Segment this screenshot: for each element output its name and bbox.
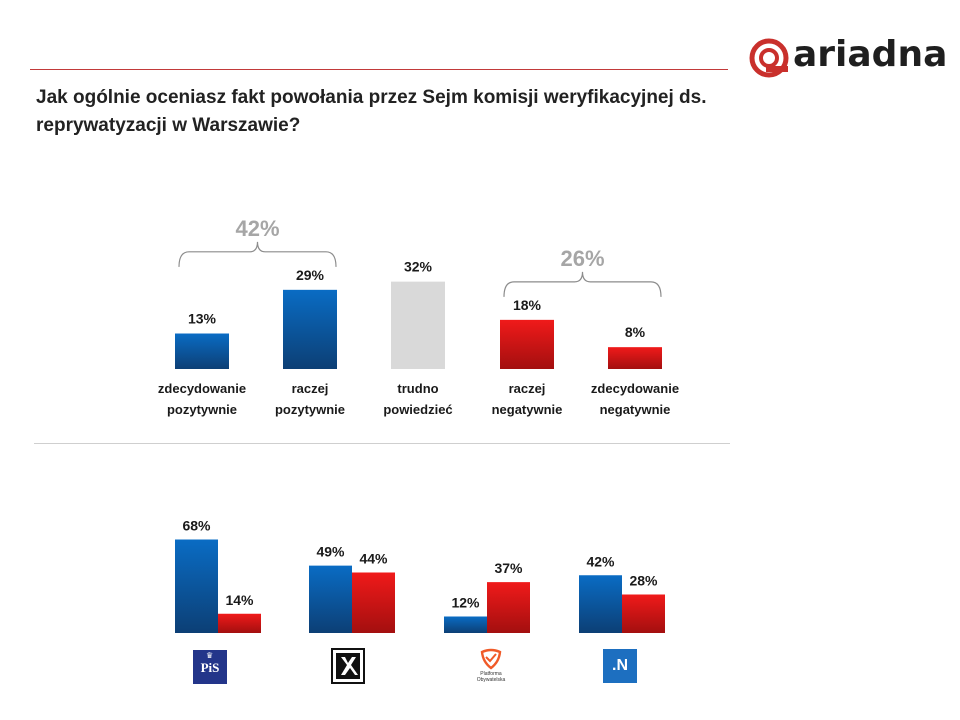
nowoczesna-logo: .N bbox=[603, 649, 637, 683]
bar bbox=[608, 347, 662, 369]
ariadna-logo-icon bbox=[749, 38, 789, 78]
bar bbox=[175, 333, 229, 369]
header-rule bbox=[30, 69, 728, 70]
bar-value-label: 29% bbox=[296, 267, 325, 283]
category-label: pozytywnie bbox=[275, 402, 345, 417]
po-shield-icon bbox=[480, 648, 502, 670]
category-label: zdecydowanie bbox=[158, 381, 246, 396]
bar bbox=[622, 594, 665, 633]
category-label: negatywnie bbox=[492, 402, 563, 417]
pis-logo-text: PiS bbox=[200, 660, 220, 675]
bar-value-label: 32% bbox=[404, 259, 433, 275]
category-label: zdecydowanie bbox=[591, 381, 679, 396]
category-label: trudno bbox=[397, 381, 438, 396]
category-label: powiedzieć bbox=[383, 402, 452, 417]
po-logo-text: Platforma Obywatelska bbox=[476, 671, 506, 683]
category-label: raczej bbox=[509, 381, 546, 396]
bar-value-label: 37% bbox=[494, 560, 523, 576]
bar-value-label: 44% bbox=[359, 551, 388, 567]
bar-value-label: 13% bbox=[188, 311, 217, 327]
bar-value-label: 12% bbox=[451, 595, 480, 611]
bar bbox=[500, 319, 554, 369]
bar-value-label: 8% bbox=[625, 324, 646, 340]
group-total-label: 26% bbox=[560, 246, 604, 271]
kukiz-logo bbox=[331, 648, 365, 684]
bar bbox=[579, 575, 622, 633]
bar bbox=[444, 616, 487, 633]
bar bbox=[175, 539, 218, 633]
bar bbox=[283, 289, 337, 369]
category-label: negatywnie bbox=[600, 402, 671, 417]
po-logo: Platforma Obywatelska bbox=[471, 648, 511, 688]
bar-value-label: 28% bbox=[629, 573, 658, 589]
bar bbox=[309, 565, 352, 633]
category-label: raczej bbox=[292, 381, 329, 396]
bar bbox=[218, 613, 261, 633]
page-title: Jak ogólnie oceniasz fakt powołania prze… bbox=[36, 87, 707, 136]
pis-logo: PiS ♛ bbox=[193, 650, 227, 684]
bar bbox=[391, 281, 445, 369]
brand-name: ariadna bbox=[793, 34, 948, 75]
bar bbox=[487, 582, 530, 633]
nowoczesna-logo-text: .N bbox=[612, 657, 628, 674]
group-total-label: 42% bbox=[235, 216, 279, 241]
bar-value-label: 42% bbox=[586, 553, 615, 569]
bar-value-label: 14% bbox=[225, 592, 254, 608]
kukiz-cross-icon bbox=[336, 653, 360, 679]
overall-opinion-chart: 13% zdecydowanie pozytywnie 29% raczej pozyty… bbox=[158, 216, 679, 417]
ariadna-logo: ariadna bbox=[748, 34, 948, 80]
bar bbox=[352, 572, 395, 633]
category-label: pozytywnie bbox=[167, 402, 237, 417]
party-breakdown-chart: 68% 49% 12% 42% 14% 44% 37% 28% bbox=[175, 518, 665, 633]
group-bracket bbox=[178, 241, 337, 267]
bar-value-label: 18% bbox=[513, 297, 542, 313]
section-divider bbox=[34, 443, 730, 444]
group-bracket bbox=[503, 271, 662, 297]
bar-value-label: 68% bbox=[182, 518, 211, 534]
bar-value-label: 49% bbox=[316, 544, 345, 560]
pis-crown-icon: ♛ bbox=[206, 651, 214, 660]
